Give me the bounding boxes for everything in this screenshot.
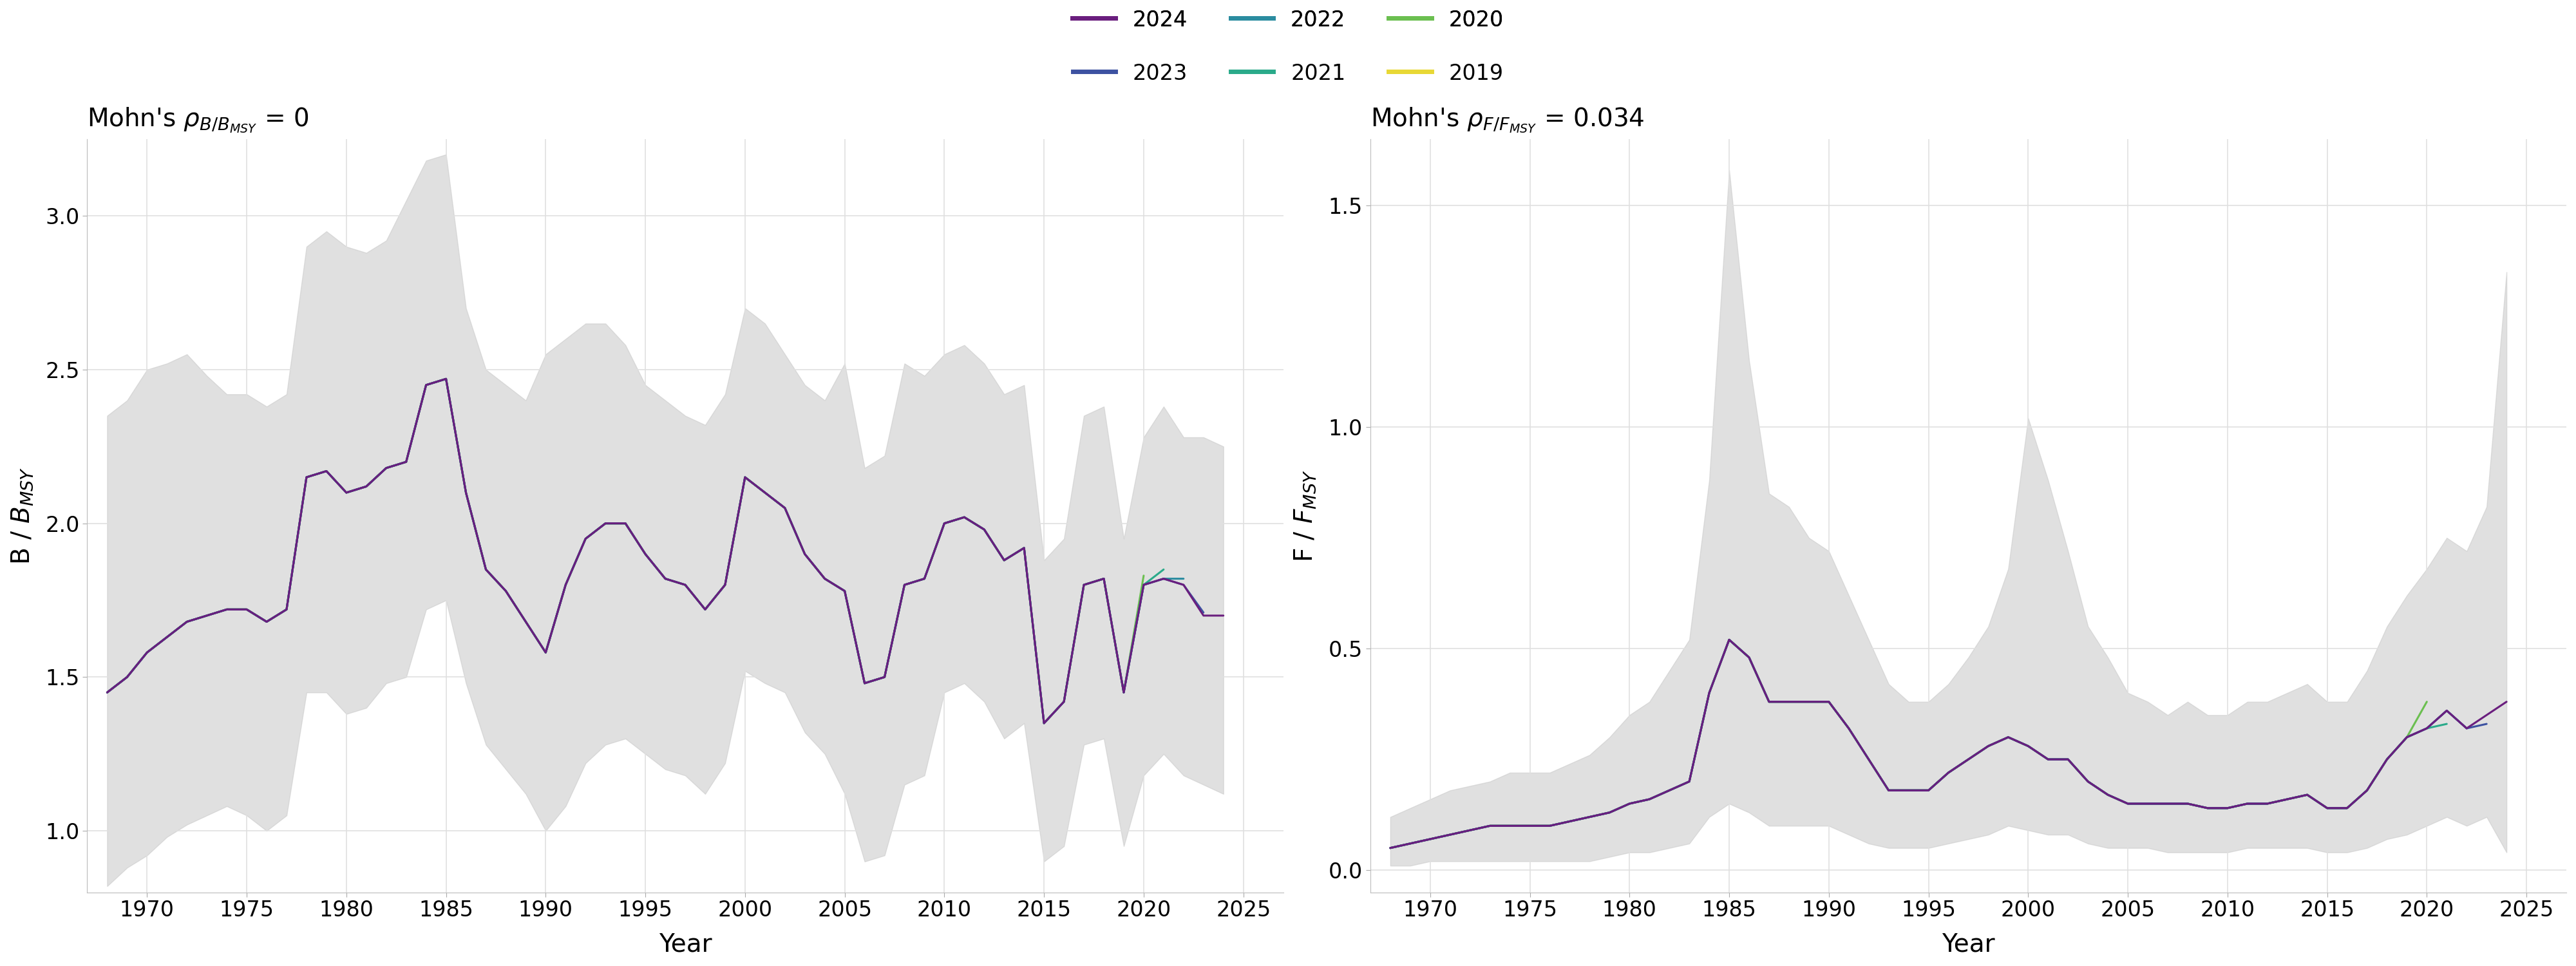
Y-axis label: F / $F_{MSY}$: F / $F_{MSY}$ bbox=[1293, 469, 1319, 562]
Legend: 2023, 2021, 2019: 2023, 2021, 2019 bbox=[1064, 54, 1512, 93]
X-axis label: Year: Year bbox=[659, 932, 711, 956]
Text: Mohn's $\rho_{F/F_{MSY}}$ = 0.034: Mohn's $\rho_{F/F_{MSY}}$ = 0.034 bbox=[1370, 106, 1643, 134]
Legend: 2024, 2022, 2020: 2024, 2022, 2020 bbox=[1064, 1, 1512, 40]
Y-axis label: B / $B_{MSY}$: B / $B_{MSY}$ bbox=[10, 467, 33, 565]
X-axis label: Year: Year bbox=[1942, 932, 1994, 956]
Text: Mohn's $\rho_{B/B_{MSY}}$ = 0: Mohn's $\rho_{B/B_{MSY}}$ = 0 bbox=[88, 106, 309, 134]
